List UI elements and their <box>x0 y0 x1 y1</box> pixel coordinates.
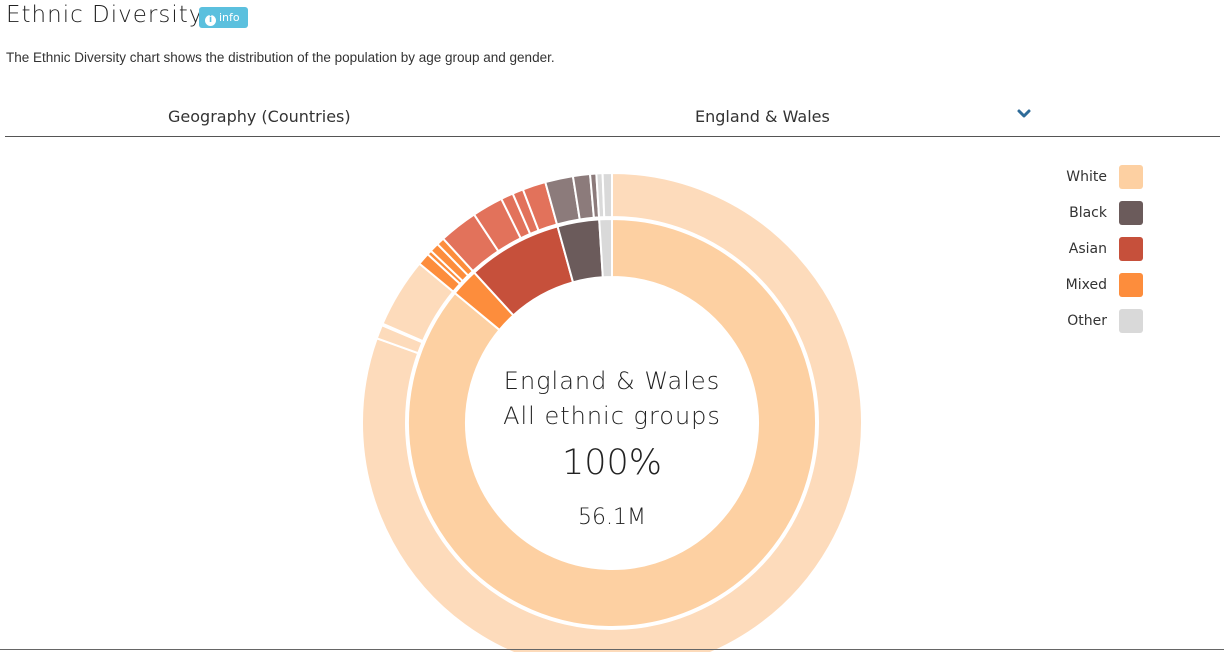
info-icon: i <box>205 15 216 26</box>
outer-ring-slice-other-17[interactable] <box>601 172 613 219</box>
filter-divider <box>5 136 1220 137</box>
legend-swatch <box>1119 309 1143 333</box>
info-button[interactable]: i info <box>199 7 248 28</box>
legend-item-white[interactable]: White <box>1040 165 1143 189</box>
legend-label: Black <box>1069 205 1107 221</box>
outer-ring-slice-white-0[interactable] <box>361 172 863 652</box>
center-percent: 100% <box>562 443 662 483</box>
center-total: 56.1M <box>578 505 646 530</box>
page-title: Ethnic Diversity <box>6 2 204 28</box>
chart-description: The Ethnic Diversity chart shows the dis… <box>6 50 555 65</box>
inner-ring-slice-other-4[interactable] <box>598 218 613 279</box>
info-label: info <box>219 11 240 24</box>
legend-label: Mixed <box>1065 277 1107 293</box>
legend-swatch <box>1119 201 1143 225</box>
geography-label: Geography (Countries) <box>168 107 351 126</box>
inner-ring-slice-white-0[interactable] <box>407 218 817 628</box>
legend-item-mixed[interactable]: Mixed <box>1040 273 1143 297</box>
legend-item-other[interactable]: Other <box>1040 309 1143 333</box>
inner-ring <box>407 218 817 628</box>
legend-swatch <box>1119 165 1143 189</box>
chevron-down-icon[interactable] <box>1016 108 1032 120</box>
legend-item-black[interactable]: Black <box>1040 201 1143 225</box>
center-group: All ethnic groups <box>503 402 721 430</box>
outer-ring <box>361 172 863 652</box>
geography-select[interactable]: England & Wales <box>695 107 830 126</box>
legend-item-asian[interactable]: Asian <box>1040 237 1143 261</box>
legend-label: Other <box>1067 313 1107 329</box>
bottom-rule <box>0 649 1224 650</box>
legend-label: White <box>1066 169 1107 185</box>
legend-label: Asian <box>1068 241 1107 257</box>
legend-swatch <box>1119 237 1143 261</box>
legend-swatch <box>1119 273 1143 297</box>
center-geography: England & Wales <box>504 367 720 395</box>
